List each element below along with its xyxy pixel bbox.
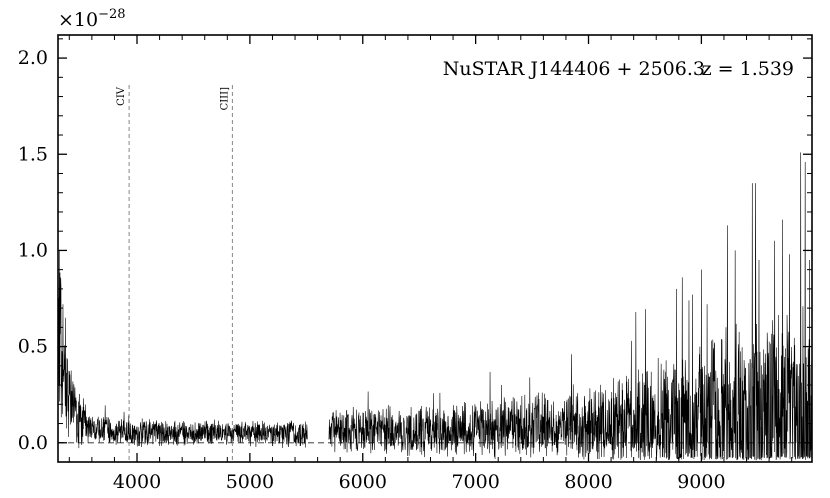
x-tick-label: 4000 xyxy=(113,471,161,493)
object-name-annotation: NuSTAR J144406 + 2506.3 xyxy=(443,58,705,80)
y-tick-label: 1.5 xyxy=(18,143,48,165)
x-tick-label: 8000 xyxy=(564,471,612,493)
y-tick-label: 1.0 xyxy=(18,239,48,261)
y-scale-exponent: −28 xyxy=(98,7,125,22)
y-scale-label: ×10−28 xyxy=(58,7,126,31)
emission-line-label: CIII] xyxy=(219,87,230,111)
spectrum-trace-segment xyxy=(328,152,812,461)
y-tick-label: 0.0 xyxy=(18,432,48,454)
redshift-annotation: z = 1.539 xyxy=(702,58,794,80)
y-tick-label: 2.0 xyxy=(18,47,48,69)
plot-frame xyxy=(57,34,813,463)
emission-line-label: CIV xyxy=(116,86,127,106)
spectrum-trace-segment xyxy=(58,250,308,449)
x-tick-label: 7000 xyxy=(451,471,499,493)
y-scale-base: ×10 xyxy=(58,9,98,31)
x-tick-label: 9000 xyxy=(677,471,725,493)
x-tick-label: 5000 xyxy=(226,471,274,493)
y-tick-label: 0.5 xyxy=(18,336,48,358)
x-tick-label: 6000 xyxy=(339,471,387,493)
